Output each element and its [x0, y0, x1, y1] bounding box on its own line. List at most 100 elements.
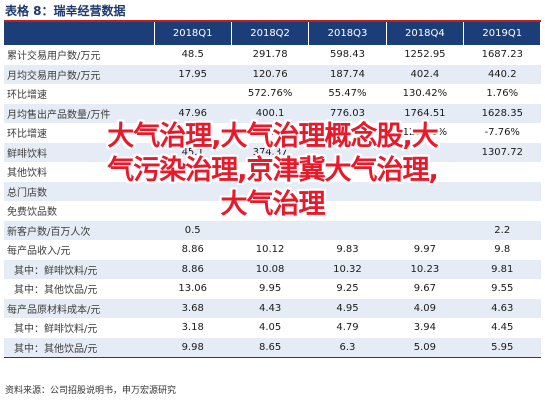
table-row: 环比增速 572.76% 55.47% 130.42% 1.76%	[4, 84, 541, 104]
table-title: 表格 8：瑞幸经营数据	[5, 4, 126, 18]
table-cell: 3.94	[413, 322, 436, 334]
table-cell: 3.18	[181, 322, 204, 334]
row-label: 其中：其他饮品/元	[4, 337, 154, 358]
source-note: 资料来源：公司招股说明书，申万宏源研究	[5, 386, 177, 396]
table-cell	[231, 181, 309, 201]
table-row: 新客户数/百万人次 0.5 2.2	[4, 220, 541, 240]
row-label: 新客户数/百万人次	[4, 220, 154, 240]
table-row: 其他饮料	[4, 162, 541, 182]
row-label: 其中：鲜啡饮料/元	[4, 259, 154, 279]
table-cell: -7.76%	[484, 127, 520, 139]
table-cell: 9.98	[154, 337, 232, 358]
table-cell: 4.43	[231, 298, 309, 318]
table-cell: 374.37	[231, 142, 309, 162]
column-header: 2018Q1	[154, 22, 232, 45]
table-cell: 291.78	[252, 49, 288, 61]
table-row: 鲜啡饮料 45.1 374.37 1307.72	[4, 142, 541, 162]
row-label: 其中：鲜啡饮料/元	[14, 324, 98, 336]
table-cell: 10.23	[386, 259, 464, 279]
table-cell: 1252.95	[404, 49, 446, 61]
table-cell	[231, 162, 308, 182]
table-cell: 8.65	[231, 337, 309, 358]
row-label: 免费饮品数	[7, 207, 57, 219]
table-cell: 9.25	[336, 283, 359, 295]
table-cell	[386, 142, 464, 162]
table-row: 其中：鲜啡饮料/元 3.18 4.05 4.79 3.94 4.45	[4, 318, 541, 338]
row-label: 累计交易用户数/万元	[7, 51, 101, 63]
row-label: 环比增速	[7, 90, 47, 102]
table-cell: 9.8	[494, 244, 511, 256]
table-cell: 127.38%	[402, 127, 448, 139]
table-cell: 9.67	[413, 283, 436, 295]
table-cell	[308, 220, 387, 240]
table-cell: 6.3	[308, 337, 387, 358]
table-cell: 1307.72	[463, 142, 541, 162]
table-cell	[154, 162, 231, 182]
table-cell: 402.4	[386, 64, 464, 84]
table-row: 月均交易用户数/万元 17.95 120.76 187.74 402.4 440.2	[4, 64, 541, 84]
table-cell: 55.47%	[328, 88, 367, 100]
table-cell	[463, 181, 541, 201]
table-cell: 10.12	[255, 244, 285, 256]
row-label: 总门店数	[4, 181, 154, 201]
table-cell: 9.97	[413, 244, 436, 256]
table-cell	[154, 181, 232, 201]
table-cell: 10.08	[231, 259, 309, 279]
column-header: 2019Q1	[463, 22, 542, 45]
table-cell: 8.86	[154, 259, 232, 279]
table-row: 月均售出产品数量/万件 47.96 400.1 776.03 1764.51 1628.3…	[4, 103, 541, 123]
table-cell	[154, 201, 231, 221]
table-cell: 1764.51	[386, 103, 464, 123]
table-cell	[464, 162, 541, 182]
row-label: 其中：其他饮品/元	[14, 285, 98, 297]
table-cell: 3.68	[154, 298, 232, 318]
table-cell: 1628.35	[463, 103, 541, 123]
table-cell: 5.95	[463, 337, 541, 358]
row-label: 其他饮料	[7, 168, 47, 180]
table-cell	[386, 181, 464, 201]
table-cell	[308, 181, 387, 201]
table-cell	[386, 201, 463, 221]
column-header: 2018Q2	[231, 22, 310, 45]
table-cell	[309, 162, 386, 182]
table-cell: 10.32	[308, 259, 387, 279]
table-cell: 720.72%	[247, 127, 293, 139]
table-cell: 9.83	[336, 244, 359, 256]
table-row: 每产品收入/元 8.86 10.12 9.83 9.97 9.8	[4, 240, 541, 260]
table-cell: 400.1	[231, 103, 309, 123]
row-label: 环比增速	[7, 129, 47, 141]
table-cell: 9.55	[491, 283, 514, 295]
title-rule	[4, 20, 541, 22]
table-row: 其中：其他饮品/元 13.06 9.95 9.25 9.67 9.55	[4, 279, 541, 299]
table-cell	[231, 220, 309, 240]
row-label: 每产品收入/元	[7, 246, 71, 258]
table-cell: 130.42%	[402, 88, 448, 100]
table-row: 每产品原材料成本/元 3.68 4.43 4.95 4.09 4.63	[4, 298, 541, 318]
table-row: 累计交易用户数/万元 48.5 291.78 598.43 1252.95 1687.23	[4, 45, 541, 65]
table-cell: 0.5	[154, 220, 232, 240]
table-cell	[386, 162, 463, 182]
table-row: 其中：鲜啡饮料/元 8.86 10.08 10.32 10.23 9.81	[4, 259, 541, 279]
row-label: 月均交易用户数/万元	[4, 64, 154, 84]
table-cell	[309, 201, 386, 221]
table-cell: 4.45	[491, 322, 514, 334]
table-cell: 1687.23	[481, 49, 523, 61]
table-cell: 598.43	[329, 49, 365, 61]
table-cell: 4.05	[258, 322, 282, 334]
table-cell: 187.74	[308, 64, 387, 84]
table-cell	[231, 201, 308, 221]
row-label: 月均售出产品数量/万件	[4, 103, 154, 123]
column-header: 2018Q4	[386, 22, 465, 45]
table-cell: 93.96%	[328, 127, 367, 139]
table-cell: 4.79	[336, 322, 359, 334]
table-cell: 4.95	[308, 298, 387, 318]
row-label: 每产品原材料成本/元	[4, 298, 154, 318]
table-cell	[154, 123, 231, 143]
table-cell: 5.09	[386, 337, 464, 358]
table-body: 累计交易用户数/万元 48.5 291.78 598.43 1252.95 1687.23…	[4, 45, 541, 358]
table-cell: 8.86	[181, 244, 204, 256]
table-cell	[308, 142, 387, 162]
table-cell	[154, 84, 231, 104]
table-cell	[464, 201, 541, 221]
table-row: 其中：其他饮品/元 9.98 8.65 6.3 5.09 5.95	[4, 337, 541, 358]
